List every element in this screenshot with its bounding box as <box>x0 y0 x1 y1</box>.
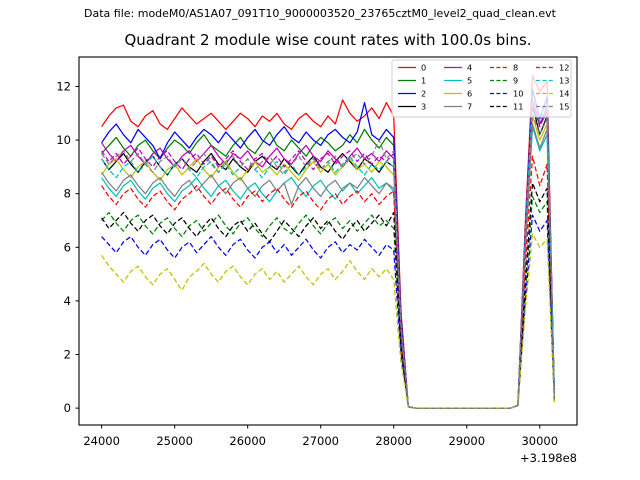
legend-label-11: 11 <box>513 102 523 112</box>
x-tick-label: 27000 <box>302 434 339 448</box>
y-tick-label: 10 <box>56 133 71 147</box>
legend-label-10: 10 <box>513 89 523 99</box>
series-line-10 <box>101 214 556 409</box>
y-tick-label: 8 <box>64 187 71 201</box>
series-line-0 <box>101 75 556 409</box>
x-tick-label: 26000 <box>229 434 266 448</box>
series-line-11 <box>101 182 556 409</box>
y-tick-label: 6 <box>64 240 71 254</box>
series-line-2 <box>101 88 556 409</box>
x-tick-label: 30000 <box>521 434 558 448</box>
x-tick-label: 28000 <box>375 434 412 448</box>
legend-label-5: 5 <box>467 76 472 86</box>
legend-label-7: 7 <box>467 102 472 112</box>
x-tick-label: 29000 <box>448 434 485 448</box>
legend-label-9: 9 <box>513 76 518 86</box>
legend-label-15: 15 <box>559 102 569 112</box>
legend-label-6: 6 <box>467 89 472 99</box>
y-tick-label: 4 <box>64 294 71 308</box>
chart-title: Quadrant 2 module wise count rates with … <box>124 31 532 49</box>
series-lines <box>101 75 556 409</box>
x-tick-label: 24000 <box>83 434 120 448</box>
legend-label-3: 3 <box>421 102 426 112</box>
x-tick-label: 25000 <box>156 434 193 448</box>
series-line-7 <box>101 123 556 409</box>
series-line-12 <box>101 101 556 409</box>
legend-label-8: 8 <box>513 63 518 73</box>
legend-label-12: 12 <box>559 63 569 73</box>
data-file-label: Data file: modeM0/AS1A07_091T10_90000035… <box>84 7 556 20</box>
legend-box <box>391 59 572 118</box>
y-tick-label: 2 <box>64 348 71 362</box>
legend-label-1: 1 <box>421 76 426 86</box>
x-axis-offset-label: +3.198e8 <box>520 451 577 465</box>
series-line-13 <box>101 96 556 409</box>
series-line-5 <box>101 126 556 409</box>
y-tick-label: 12 <box>56 79 71 93</box>
legend-label-2: 2 <box>421 89 426 99</box>
y-tick-label: 0 <box>64 401 71 415</box>
series-line-9 <box>101 195 556 409</box>
legend-label-4: 4 <box>467 63 472 73</box>
series-line-14 <box>101 233 556 409</box>
axes-frame <box>78 56 578 426</box>
series-line-8 <box>101 155 556 409</box>
legend-label-0: 0 <box>421 63 426 73</box>
legend-label-13: 13 <box>559 76 569 86</box>
legend-label-14: 14 <box>559 89 569 99</box>
series-line-15 <box>101 112 556 409</box>
